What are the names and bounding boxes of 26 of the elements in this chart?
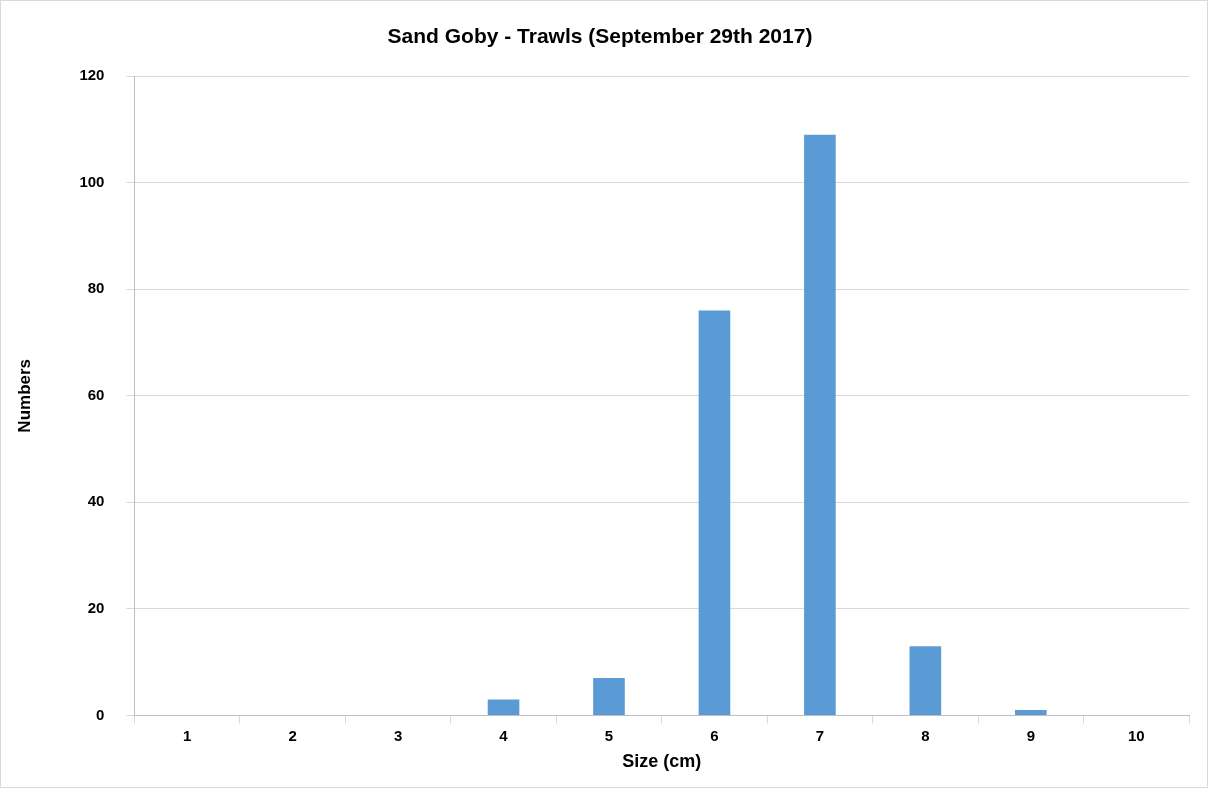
bar [487, 699, 520, 715]
chart-title: Sand Goby - Trawls (September 29th 2017) [387, 24, 813, 48]
x-tick-label: 2 [288, 726, 297, 744]
x-tick-label: 9 [1026, 726, 1035, 744]
bar [804, 134, 836, 715]
x-tick-label: 4 [499, 726, 509, 744]
x-tick-label: 1 [182, 726, 192, 744]
y-tick-label: 120 [79, 66, 105, 84]
y-tick-label: 20 [87, 599, 105, 617]
x-tick-label: 6 [710, 726, 719, 744]
y-axis-title: Numbers [14, 358, 34, 433]
y-tick-label: 0 [96, 705, 105, 723]
x-tick-label: 10 [1127, 726, 1145, 744]
x-axis-title: Size (cm) [622, 751, 702, 772]
bar [593, 678, 625, 715]
x-tick-label: 3 [393, 726, 403, 744]
x-tick-label: 7 [815, 726, 825, 744]
y-tick-label: 80 [87, 279, 105, 297]
y-tick-label: 60 [87, 385, 105, 403]
y-tick-label: 100 [79, 172, 105, 190]
bar [909, 646, 942, 715]
x-tick-label: 5 [604, 726, 614, 744]
x-tick-label: 8 [921, 726, 930, 744]
bar [698, 310, 731, 715]
y-tick-label: 40 [87, 492, 105, 510]
bar [1015, 710, 1047, 715]
